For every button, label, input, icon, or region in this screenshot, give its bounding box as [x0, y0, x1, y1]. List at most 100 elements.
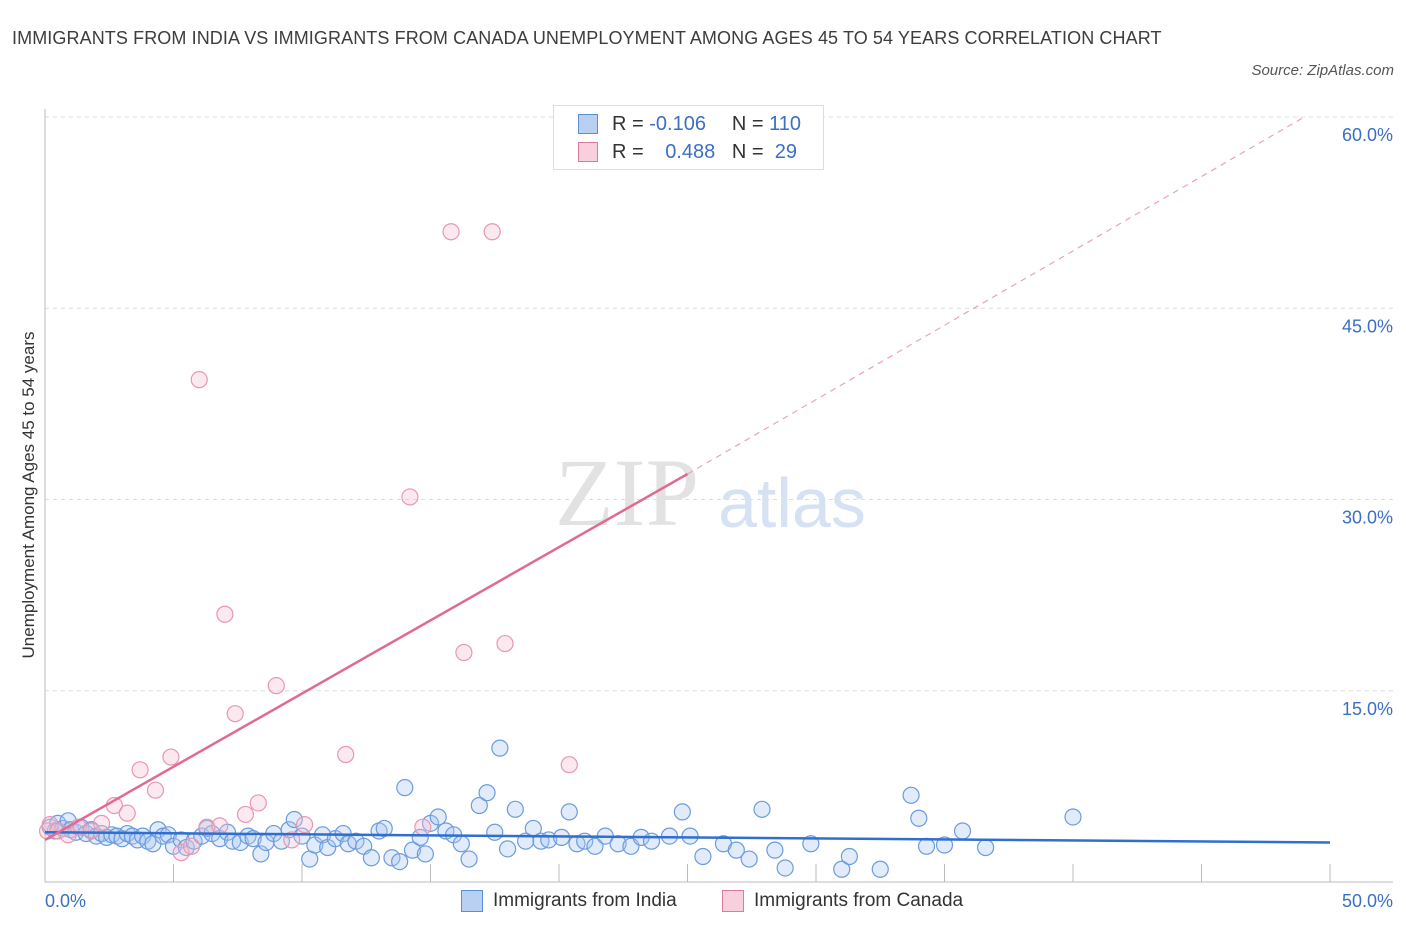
bottom-legend-label-india: Immigrants from India — [493, 890, 677, 911]
india-point — [802, 835, 820, 853]
x-tick-label-max: 50.0% — [1342, 891, 1393, 911]
canada-point — [455, 643, 473, 662]
india-point — [910, 809, 928, 827]
india-point — [486, 823, 504, 841]
canada-point — [401, 488, 419, 506]
legend-r-label: R = — [612, 140, 644, 163]
india-point — [560, 803, 578, 821]
canada-point — [560, 756, 578, 774]
india-point — [953, 822, 972, 840]
india-trend-line — [44, 831, 1331, 844]
y-tick-labels: 15.0% 30.0% 45.0% 60.0% — [1342, 125, 1393, 719]
canada-point — [483, 223, 501, 241]
legend-swatch-canada — [578, 142, 598, 162]
canada-point — [92, 814, 111, 832]
legend-n-value-india: 110 — [769, 112, 802, 135]
india-point — [681, 827, 699, 845]
bottom-legend-label-canada: Immigrants from Canada — [754, 890, 964, 911]
canada-point — [283, 831, 301, 849]
india-point — [776, 859, 794, 877]
x-tick-label-min: 0.0% — [45, 891, 86, 911]
bottom-legend-swatch-canada — [722, 890, 744, 912]
watermark: ZIP atlas — [555, 439, 866, 546]
india-point — [840, 847, 859, 866]
india-point — [977, 838, 995, 857]
bottom-legend-canada: Immigrants from Canada — [722, 886, 963, 916]
canada-point — [131, 761, 149, 779]
india-point — [740, 850, 758, 868]
canada-point — [172, 844, 190, 862]
canada-point — [146, 781, 165, 799]
india-point — [285, 810, 303, 829]
y-tick-label: 60.0% — [1342, 125, 1393, 145]
canada-point — [190, 371, 208, 389]
canada-point — [182, 837, 201, 855]
india-point — [642, 832, 661, 850]
india-point — [460, 850, 478, 868]
grid-lines — [45, 116, 1393, 692]
watermark-atlas: atlas — [718, 464, 866, 542]
canada-trend-line — [44, 472, 689, 842]
india-point — [871, 860, 889, 878]
legend-n-value-canada: 29 — [774, 140, 797, 163]
y-axis-label: Unemployment Among Ages 45 to 54 years — [19, 332, 38, 659]
india-point — [362, 849, 380, 867]
india-point — [396, 779, 414, 797]
canada-point — [496, 634, 514, 653]
canada-point — [267, 677, 285, 695]
legend-r-value-canada: 0.488 — [665, 140, 716, 163]
canada-point — [236, 805, 255, 824]
y-tick-label: 15.0% — [1342, 699, 1393, 719]
canada-point — [295, 816, 314, 834]
india-point — [766, 841, 784, 859]
canada-point — [198, 818, 216, 836]
bottom-legend-india: Immigrants from India — [461, 886, 677, 916]
india-point — [506, 800, 524, 818]
legend-n-label: N = — [731, 140, 764, 163]
legend-n-label: N = — [731, 112, 764, 135]
legend-row-india: R = -0.106 N = 110 — [578, 111, 801, 137]
india-point — [753, 800, 771, 818]
watermark-zip: ZIP — [555, 439, 699, 546]
india-point — [478, 784, 496, 802]
india-point — [375, 819, 393, 838]
legend-r-value-india: -0.106 — [649, 112, 706, 135]
india-point — [391, 852, 409, 871]
india-point — [470, 796, 488, 815]
india-point — [416, 845, 434, 863]
source-label: Source: ZipAtlas.com — [1251, 62, 1394, 79]
canada-point — [414, 818, 432, 836]
india-point — [694, 847, 712, 866]
india-point — [491, 739, 509, 757]
canada-point — [216, 605, 234, 623]
india-point — [902, 786, 920, 804]
canada-point — [162, 748, 180, 766]
canada-point — [118, 804, 136, 822]
india-point — [411, 828, 429, 846]
trend-lines — [44, 116, 1331, 844]
axes — [44, 109, 1393, 883]
canada-point — [442, 223, 460, 241]
canada-point — [337, 745, 355, 764]
legend-swatch-india — [578, 114, 598, 134]
india-point — [403, 841, 422, 859]
india-point — [1064, 808, 1082, 826]
india-point — [586, 837, 604, 855]
india-point — [383, 849, 401, 867]
legend-r-label: R = — [612, 112, 644, 135]
bottom-legend-swatch-india — [461, 890, 483, 912]
stats-legend: R = -0.106 N = 110 R = 0.488 N = 29 — [553, 105, 824, 170]
canada-point — [226, 705, 244, 723]
canada-point — [249, 794, 267, 812]
india-point — [452, 835, 470, 853]
india-point — [935, 836, 954, 854]
india-point — [429, 808, 447, 826]
india-point — [917, 837, 936, 855]
india-point — [673, 803, 691, 821]
y-tick-label: 30.0% — [1342, 508, 1393, 528]
india-point — [499, 840, 517, 858]
india-point — [727, 841, 745, 859]
canada-points — [38, 223, 578, 862]
chart-title: IMMIGRANTS FROM INDIA VS IMMIGRANTS FROM… — [12, 28, 1162, 48]
